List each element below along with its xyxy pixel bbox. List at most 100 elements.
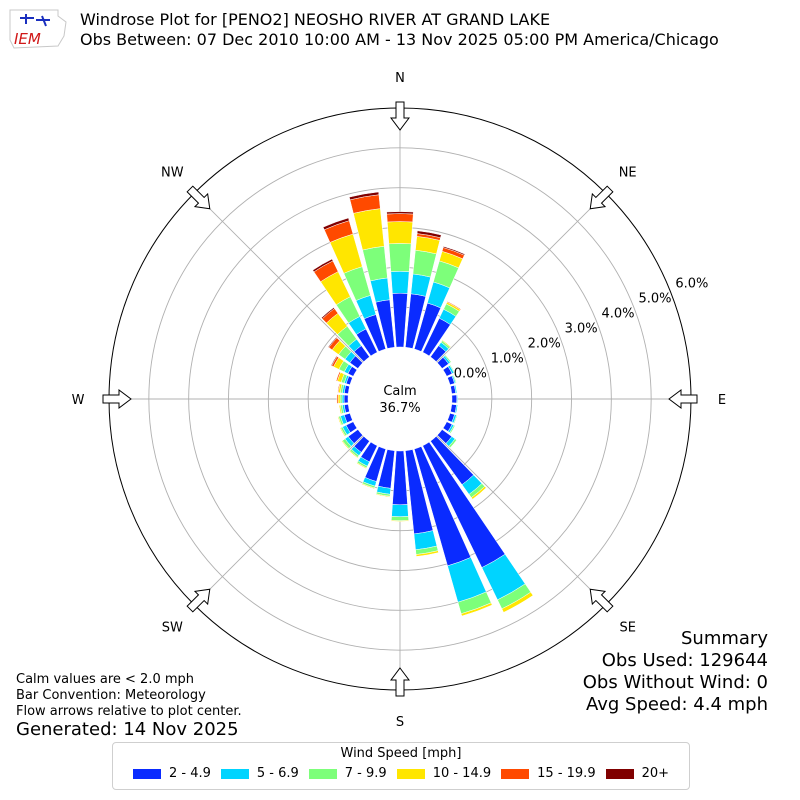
legend-label: 7 - 9.9: [344, 766, 387, 781]
windrose-bar-segment: [337, 383, 341, 393]
legend-label: 10 - 14.9: [432, 766, 492, 781]
grid-spoke: [436, 435, 607, 606]
windrose-bar-segment: [446, 301, 462, 311]
legend-item: 5 - 6.9: [220, 766, 299, 781]
direction-label: S: [396, 715, 404, 730]
windrose-bar-segment: [337, 416, 342, 426]
windrose-bar-segment: [336, 394, 339, 404]
grid-spoke: [193, 435, 364, 606]
flow-arrow-shape: [589, 588, 614, 613]
windrose-bar-segment: [388, 243, 412, 272]
flow-arrow-icon: [390, 101, 410, 131]
direction-label: NE: [619, 165, 637, 180]
legend-item: 2 - 4.9: [132, 766, 211, 781]
windrose-bar-segment: [449, 364, 455, 374]
chart-title: Windrose Plot for [PENO2] NEOSHO RIVER A…: [80, 10, 719, 50]
windrose-bar-segment: [348, 191, 380, 201]
windrose-bar-segment: [386, 213, 414, 223]
legend-item: 7 - 9.9: [308, 766, 387, 781]
windrose-bar-segment: [415, 550, 439, 557]
summary-block: Summary Obs Used: 129644 Obs Without Win…: [583, 628, 768, 716]
note-flow-arrows: Flow arrows relative to plot center.: [16, 704, 242, 719]
direction-label: N: [395, 71, 405, 86]
legend-item: 15 - 19.9: [501, 766, 596, 781]
windrose-bar-segment: [390, 271, 410, 294]
windrose-bar-segment: [441, 339, 451, 348]
windrose-bar-segment: [391, 504, 409, 517]
windrose-bar-segment: [412, 249, 437, 278]
radial-tick-label: 3.0%: [565, 322, 598, 337]
direction-label: NW: [161, 165, 184, 180]
legend-swatch: [605, 768, 634, 779]
radial-tick-label: 5.0%: [638, 292, 671, 307]
radial-tick-label: 0.0%: [454, 366, 487, 381]
flow-arrow-shape: [390, 667, 410, 697]
flow-arrow-icon: [589, 185, 614, 210]
grid-spoke: [436, 192, 607, 363]
calm-value: 36.7%: [379, 401, 420, 416]
legend-label: 5 - 6.9: [256, 766, 299, 781]
flow-arrow-icon: [186, 185, 211, 210]
windrose-bar-segment: [343, 394, 349, 404]
flow-arrow-icon: [102, 389, 132, 409]
flow-arrow-shape: [186, 185, 211, 210]
calm-label: Calm: [383, 384, 416, 399]
windrose-bar-segment: [375, 493, 391, 498]
windrose-bar-segment: [390, 520, 410, 522]
windrose-bar-segment: [386, 211, 414, 215]
windrose-bar-segment: [321, 307, 335, 320]
windrose-bar-segment: [327, 336, 338, 348]
windrose-bar-segment: [410, 273, 431, 297]
legend-label: 15 - 19.9: [537, 766, 596, 781]
windrose-bar-segment: [391, 516, 409, 521]
grid-spoke: [193, 192, 364, 363]
summary-obs-used: Obs Used: 129644: [601, 650, 768, 671]
legend-label: 20+: [641, 766, 670, 781]
windrose-bar-segment: [349, 450, 359, 459]
legend-items: 2 - 4.9 5 - 6.9 7 - 9.9 10 - 14.9 15 - 19.9 2…: [113, 766, 689, 781]
flow-arrow-icon: [186, 588, 211, 613]
windrose-bar-segment: [453, 384, 458, 394]
windrose-bar-segment: [353, 208, 385, 251]
windrose-bar-segment: [444, 354, 452, 364]
windrose-bar-segment: [501, 591, 534, 613]
logo-text: IEM: [14, 30, 41, 48]
windrose-bar-segment: [449, 424, 456, 434]
direction-label: SW: [162, 621, 183, 636]
windrose-bar-segment: [460, 602, 493, 617]
windrose-bar-segment: [361, 483, 375, 490]
windrose-bar-segment: [370, 277, 391, 303]
windrose-bar-segment: [335, 371, 341, 382]
windrose-bar-segment: [356, 462, 367, 470]
windrose-bar-segment: [471, 486, 487, 500]
windrose-bar-segment: [362, 245, 388, 282]
flow-arrow-shape: [186, 588, 211, 613]
note-bar-convention: Bar Convention: Meteorology: [16, 688, 206, 703]
calm-circle: [350, 349, 450, 449]
windrose-bar-segment: [341, 440, 350, 450]
direction-label: W: [72, 393, 85, 408]
title-line-2: Obs Between: 07 Dec 2010 10:00 AM - 13 N…: [80, 30, 719, 49]
windrose-bar-segment: [392, 292, 408, 348]
windrose-bar-segment: [452, 374, 457, 384]
flow-arrow-shape: [668, 389, 698, 409]
windrose-bar-segment: [322, 217, 350, 231]
windrose-bar-segment: [442, 246, 466, 256]
note-calm: Calm values are < 2.0 mph: [16, 672, 195, 687]
windrose-bar-segment: [330, 355, 338, 367]
windrose-bar-segment: [387, 221, 413, 245]
flow-arrow-shape: [102, 389, 132, 409]
flow-arrow-icon: [589, 588, 614, 613]
radial-tick-label: 2.0%: [528, 336, 561, 351]
flow-arrow-icon: [668, 389, 698, 409]
legend-swatch: [220, 768, 249, 779]
radial-tick-label: 6.0%: [675, 277, 708, 292]
windrose-bar-segment: [416, 230, 442, 238]
summary-avg-speed: Avg Speed: 4.4 mph: [586, 694, 768, 715]
windrose-bar-segment: [392, 450, 408, 506]
flow-arrow-icon: [390, 667, 410, 697]
legend-swatch: [501, 768, 530, 779]
legend-label: 2 - 4.9: [168, 766, 211, 781]
windrose-bar-segment: [454, 404, 458, 414]
